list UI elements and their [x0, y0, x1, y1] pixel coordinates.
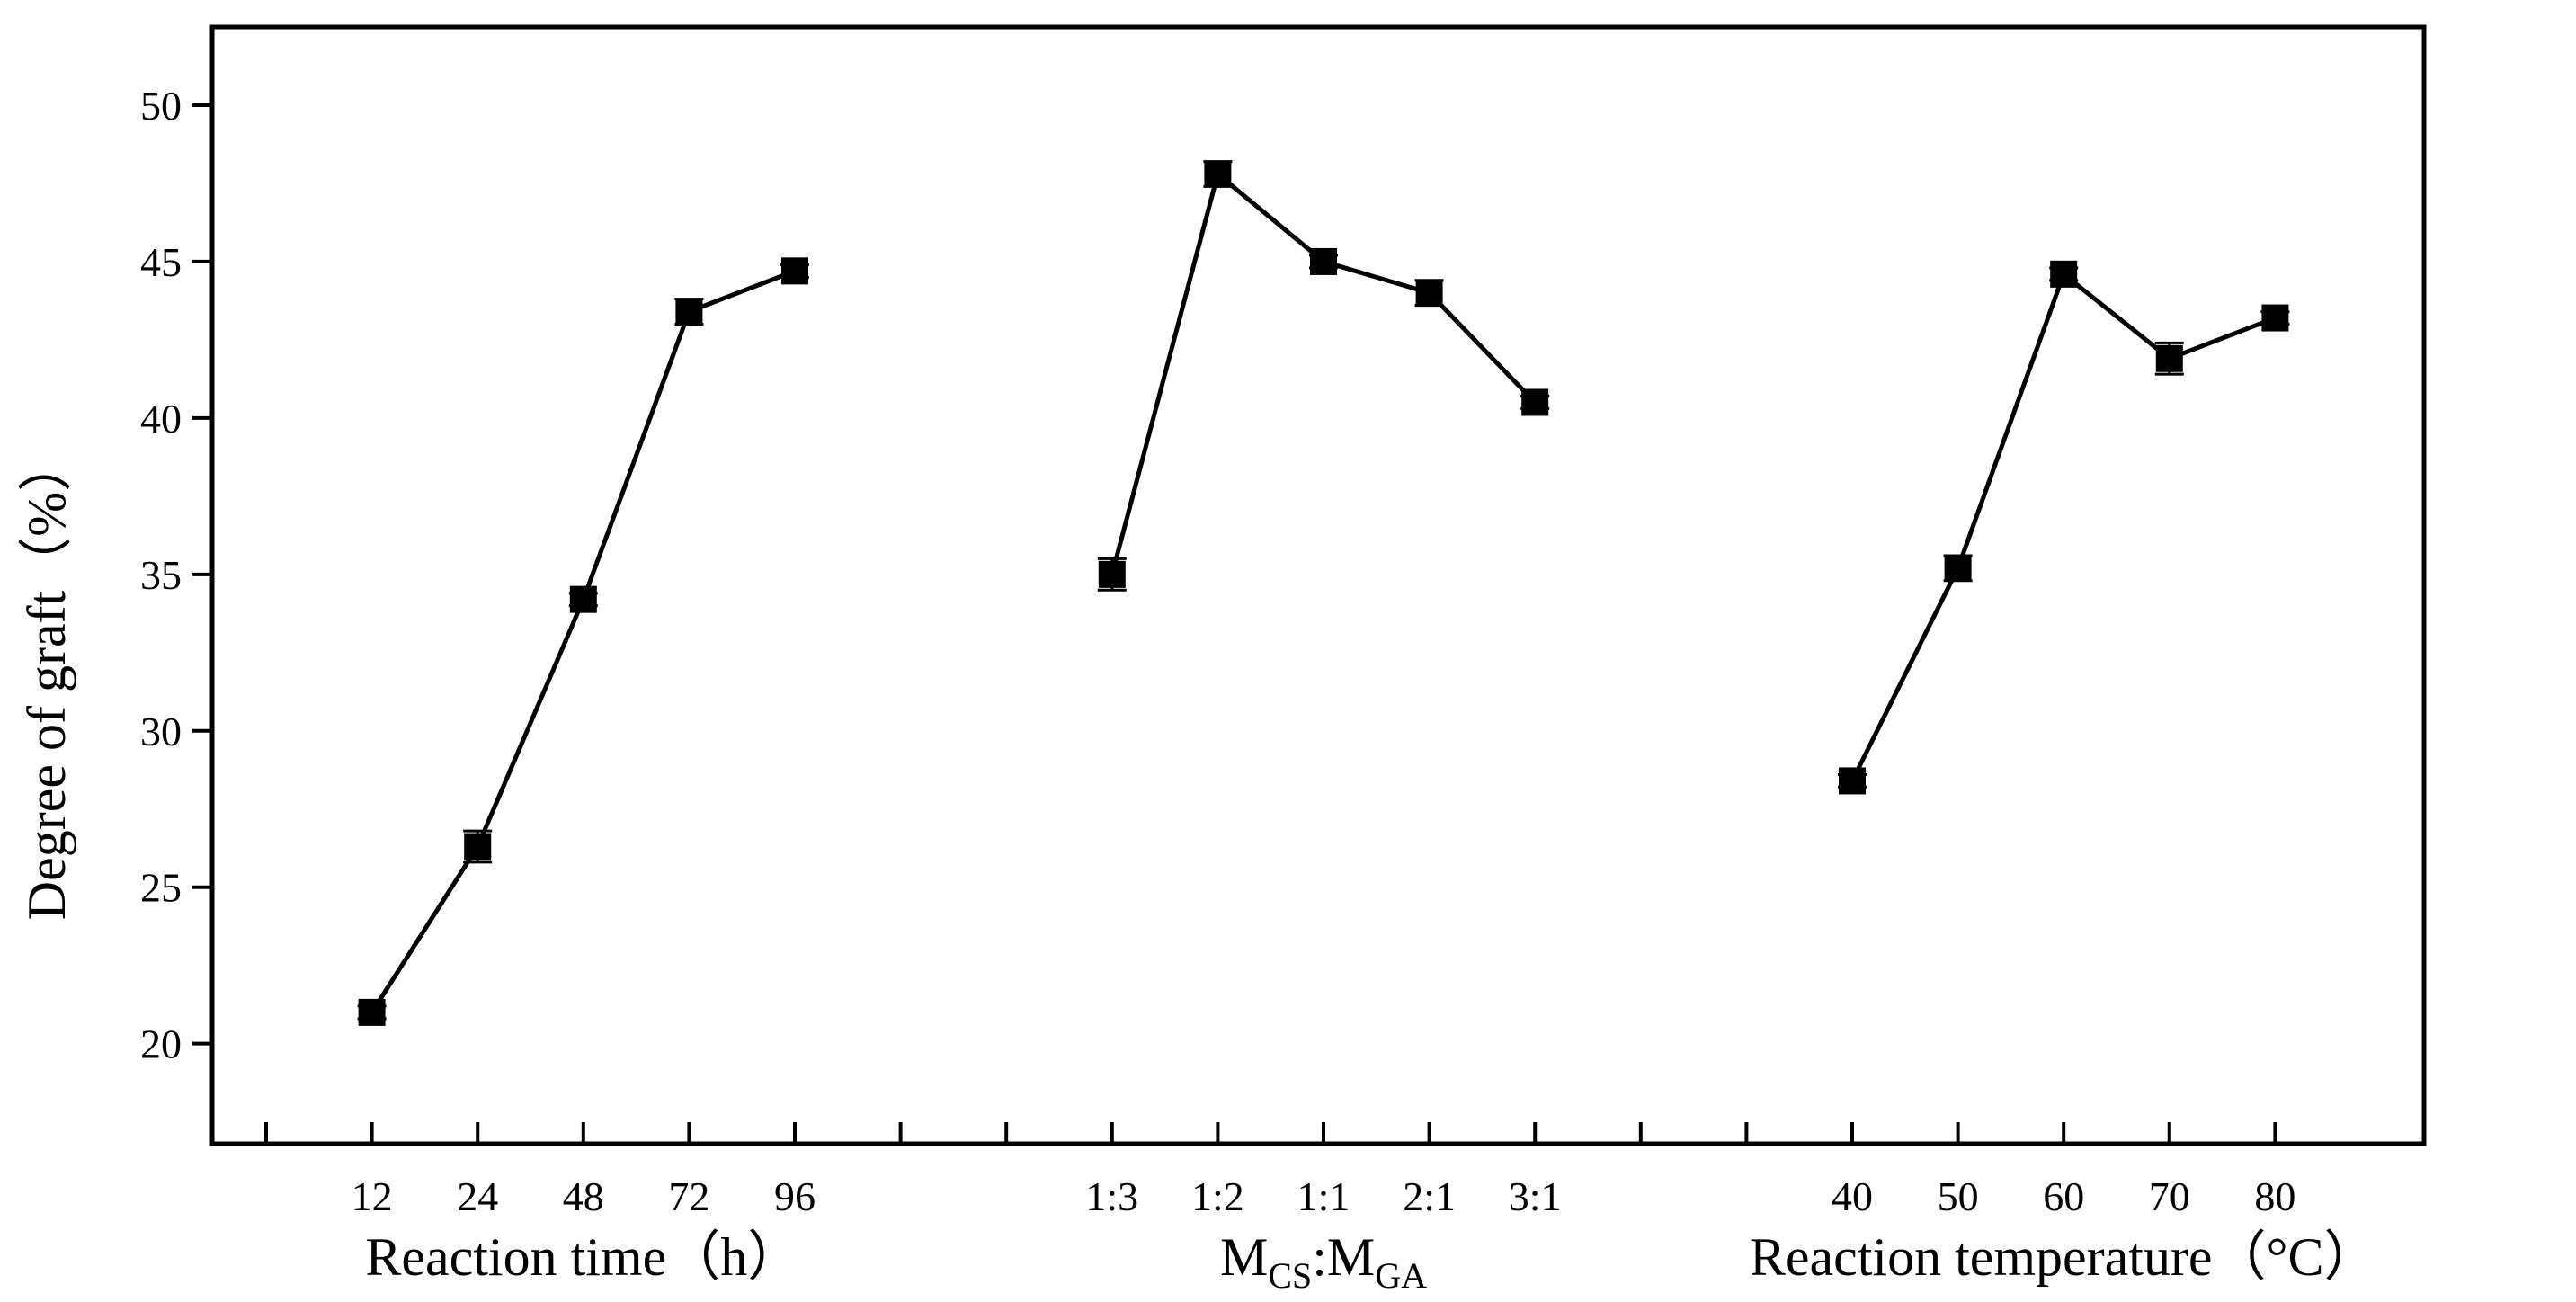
y-tick-label: 50	[140, 83, 182, 129]
data-point	[675, 298, 703, 326]
data-point	[2261, 304, 2289, 332]
x-tick-label: 40	[1832, 1173, 1873, 1219]
y-tick-label: 30	[140, 709, 182, 754]
data-point	[569, 585, 597, 613]
series-layer	[357, 160, 2290, 1026]
y-tick-label: 40	[140, 396, 182, 441]
data-point	[1310, 247, 1337, 275]
x-tick-label: 72	[668, 1173, 709, 1219]
data-point	[1839, 767, 1866, 795]
data-point	[1944, 554, 1972, 582]
data-point	[464, 833, 492, 861]
plot-frame	[209, 24, 2427, 1146]
data-point	[1521, 388, 1549, 416]
x-tick-label: 80	[2254, 1173, 2295, 1219]
y-axis-title: Degree of graft（%）	[17, 438, 76, 920]
x-axis-title: MCS:MGA	[1220, 1227, 1427, 1296]
data-point	[2050, 260, 2078, 288]
x-tick-label: 70	[2149, 1173, 2190, 1219]
x-tick-label: 96	[774, 1173, 816, 1219]
x-tick-label: 24	[457, 1173, 498, 1219]
data-point	[2155, 344, 2183, 372]
x-tick-label: 48	[563, 1173, 604, 1219]
x-tick-label: 50	[1938, 1173, 1979, 1219]
data-point	[1415, 279, 1443, 307]
x-tick-label: 3:1	[1509, 1173, 1562, 1219]
y-tick-label: 35	[140, 552, 182, 598]
x-tick-label: 12	[352, 1173, 393, 1219]
x-tick-label: 1:2	[1191, 1173, 1244, 1219]
x-axis-title: Reaction temperature（°C）	[1750, 1227, 2378, 1287]
ticks-layer	[192, 103, 2277, 1144]
x-axis-title: Reaction time（h）	[365, 1227, 801, 1287]
labels-layer: 20 25 30 35 40 45 50 12 24 48 72 96 Reaction time（h）…	[140, 83, 2378, 1296]
data-point	[1204, 160, 1232, 188]
data-point	[358, 998, 386, 1026]
x-tick-label: 2:1	[1403, 1173, 1456, 1219]
data-point	[1098, 560, 1126, 588]
y-tick-label: 45	[140, 239, 182, 285]
y-tick-label: 20	[140, 1021, 182, 1067]
data-point	[781, 257, 808, 285]
x-tick-label: 1:1	[1297, 1173, 1350, 1219]
x-tick-label: 60	[2043, 1173, 2084, 1219]
y-tick-label: 25	[140, 865, 182, 911]
x-tick-label: 1:3	[1085, 1173, 1138, 1219]
